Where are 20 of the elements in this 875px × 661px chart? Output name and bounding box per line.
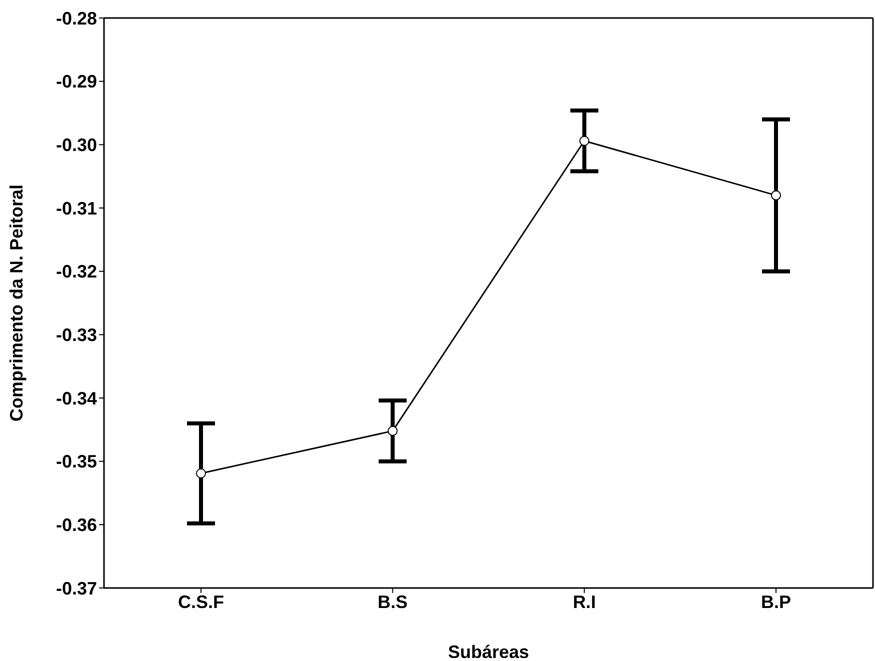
y-tick-label: -0.31 <box>56 198 97 218</box>
y-tick-label: -0.36 <box>56 515 97 536</box>
y-tick-label: -0.33 <box>56 325 97 346</box>
point <box>388 426 398 436</box>
y-tick-label: -0.35 <box>56 452 97 472</box>
y-tick-label: -0.34 <box>56 388 97 408</box>
y-tick-label: -0.32 <box>56 262 97 282</box>
x-tick-label: C.S.F <box>178 592 224 612</box>
y-tick-label: -0.37 <box>56 578 97 598</box>
x-tick-label: B.S <box>378 592 408 612</box>
y-tick-label: -0.30 <box>56 135 97 156</box>
x-axis-title: Subáreas <box>448 642 530 661</box>
point <box>579 136 590 146</box>
point <box>196 468 206 478</box>
point <box>771 190 781 200</box>
y-axis-title: Comprimento da N. Peitoral <box>6 184 26 422</box>
x-tick-label: B.P <box>760 592 792 612</box>
y-tick-label: -0.29 <box>56 72 97 92</box>
x-tick-label: R.I <box>572 592 596 612</box>
y-tick-label: -0.28 <box>56 8 97 28</box>
